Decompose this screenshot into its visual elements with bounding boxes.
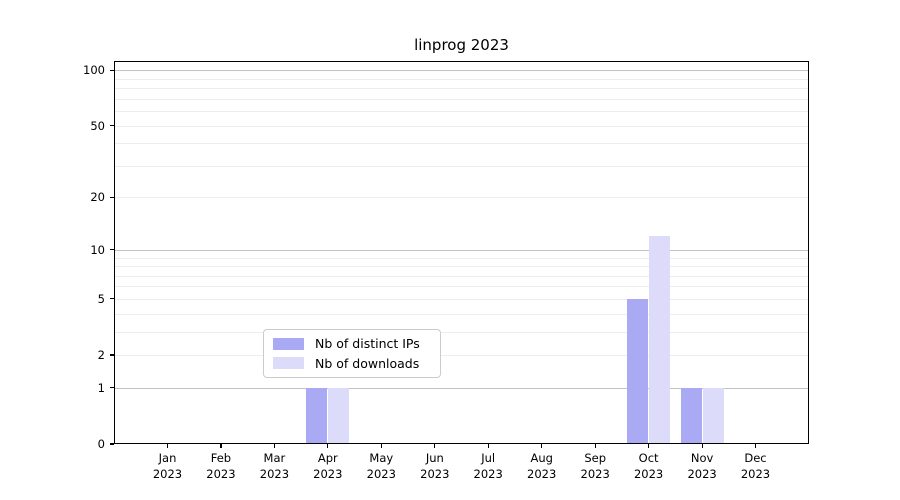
- gridline-minor: [114, 78, 809, 80]
- x-tick-label: Aug 2023: [510, 451, 574, 482]
- gridline-major: [114, 249, 809, 251]
- x-tick-label: Apr 2023: [296, 451, 360, 482]
- bar-nb-of-distinct-ips-nov: [680, 387, 702, 444]
- gridline-minor: [114, 331, 809, 333]
- legend-swatch-distinct-ips: [273, 337, 304, 350]
- x-tick-month: Apr: [317, 451, 338, 465]
- x-tick-year: 2023: [152, 466, 183, 481]
- x-tick-label: Oct 2023: [617, 451, 681, 482]
- x-tick-month: Aug: [530, 451, 553, 465]
- bar-nb-of-downloads-nov: [702, 387, 724, 444]
- y-tick-label: 20: [90, 190, 105, 205]
- y-tick-label: 5: [97, 291, 105, 306]
- x-tick-month: Feb: [210, 451, 232, 465]
- plot-area: [114, 61, 809, 444]
- x-tick-label: Jul 2023: [456, 451, 520, 482]
- bar-nb-of-downloads-apr: [328, 387, 350, 444]
- x-tick: [541, 444, 543, 448]
- x-tick-year: 2023: [527, 466, 557, 481]
- bar-nb-of-downloads-oct: [649, 236, 671, 444]
- gridline-minor: [114, 286, 809, 288]
- x-tick-month: Mar: [263, 451, 286, 465]
- legend-item-downloads: Nb of downloads: [273, 356, 430, 371]
- x-tick-year: 2023: [633, 466, 664, 481]
- gridline-minor: [114, 313, 809, 315]
- y-tick: [110, 249, 114, 251]
- x-tick-label: Dec 2023: [724, 451, 788, 482]
- gridline-minor: [114, 355, 809, 356]
- x-tick-year: 2023: [366, 466, 396, 481]
- x-tick-month: Oct: [638, 451, 659, 465]
- bar-nb-of-distinct-ips-oct: [627, 298, 649, 444]
- y-tick: [110, 196, 114, 198]
- x-tick-year: 2023: [473, 466, 503, 481]
- legend-item-distinct-ips: Nb of distinct IPs: [273, 336, 430, 351]
- x-tick-month: Nov: [690, 451, 714, 465]
- x-tick-year: 2023: [580, 466, 610, 481]
- x-tick-label: Mar 2023: [242, 451, 306, 482]
- y-tick-label: 1: [97, 380, 105, 395]
- x-tick: [594, 444, 596, 448]
- y-tick-label: 0: [97, 437, 105, 451]
- x-tick-year: 2023: [740, 466, 771, 481]
- gridline-minor: [114, 275, 809, 277]
- gridline-minor: [114, 110, 809, 112]
- gridline-minor: [114, 298, 809, 300]
- x-tick-month: Jun: [425, 451, 444, 465]
- x-tick-year: 2023: [687, 466, 717, 481]
- x-tick: [380, 444, 382, 448]
- x-tick-month: Jul: [481, 451, 496, 465]
- x-tick-label: Jun 2023: [403, 451, 467, 482]
- y-tick-label: 50: [90, 118, 105, 133]
- x-tick-month: May: [369, 451, 394, 465]
- x-tick-year: 2023: [420, 466, 450, 481]
- gridline-minor: [114, 98, 809, 100]
- x-tick-month: Sep: [584, 451, 607, 465]
- gridline-minor: [114, 88, 809, 89]
- x-tick-year: 2023: [313, 466, 343, 481]
- x-tick-label: May 2023: [349, 451, 413, 482]
- x-tick-month: Dec: [744, 451, 767, 465]
- y-tick: [110, 354, 114, 356]
- y-tick: [110, 298, 114, 300]
- y-tick-label: 2: [97, 348, 105, 362]
- chart-title: linprog 2023: [414, 36, 509, 54]
- legend-swatch-downloads: [273, 357, 304, 370]
- x-tick: [754, 444, 757, 448]
- y-tick-label: 100: [83, 63, 105, 78]
- x-tick: [701, 444, 703, 448]
- gridline-major: [114, 387, 809, 389]
- gridline-minor: [114, 257, 809, 259]
- gridline-major: [114, 70, 809, 72]
- gridline-minor: [114, 165, 809, 167]
- x-tick: [487, 444, 489, 448]
- gridline-minor: [114, 125, 809, 127]
- legend-label-downloads: Nb of downloads: [315, 355, 420, 371]
- x-tick: [166, 444, 169, 448]
- x-tick-label: Sep 2023: [563, 451, 627, 482]
- x-tick: [220, 444, 222, 448]
- x-tick-year: 2023: [206, 466, 236, 481]
- y-tick: [110, 387, 114, 389]
- x-tick: [273, 444, 276, 448]
- x-tick-label: Nov 2023: [670, 451, 734, 482]
- gridline-minor: [114, 266, 809, 267]
- x-tick-label: Feb 2023: [189, 451, 253, 482]
- x-tick: [327, 444, 329, 448]
- legend: Nb of distinct IPs Nb of downloads: [263, 329, 441, 378]
- y-tick: [110, 124, 114, 127]
- x-tick: [648, 444, 650, 448]
- x-tick-month: Jan: [158, 451, 177, 465]
- bar-nb-of-distinct-ips-apr: [306, 387, 328, 444]
- legend-label-distinct-ips: Nb of distinct IPs: [315, 336, 420, 352]
- gridline-minor: [114, 143, 809, 145]
- y-tick: [110, 443, 114, 445]
- y-tick-label: 10: [90, 242, 105, 257]
- gridline-minor: [114, 197, 809, 199]
- x-tick-year: 2023: [259, 466, 290, 481]
- y-tick: [110, 69, 114, 71]
- x-tick: [434, 444, 436, 448]
- x-tick-label: Jan 2023: [136, 451, 200, 482]
